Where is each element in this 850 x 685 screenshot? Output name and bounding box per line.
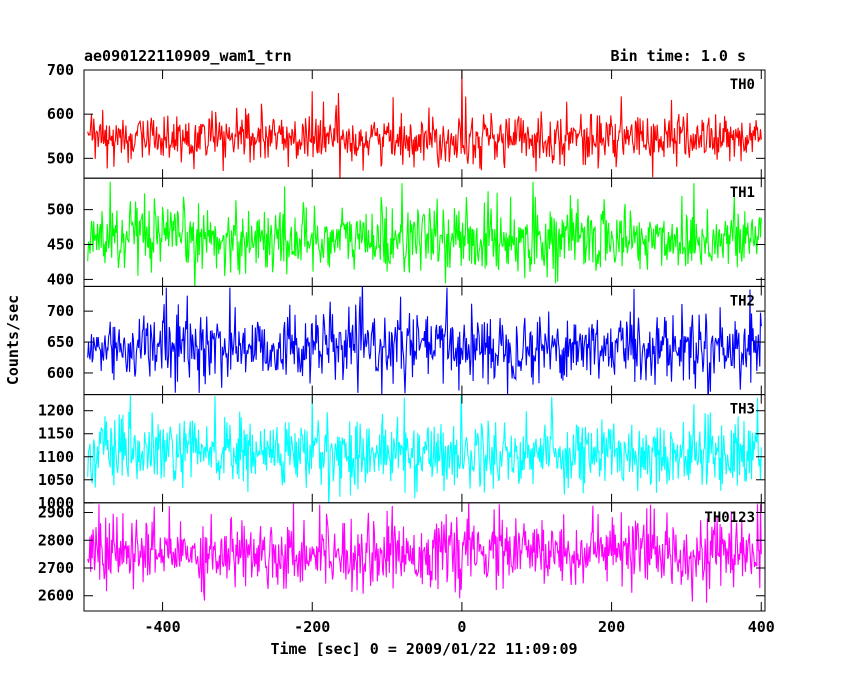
y-tick-label: 1050 xyxy=(38,471,74,489)
x-tick-label: 400 xyxy=(748,618,775,636)
y-tick-label: 450 xyxy=(47,236,74,254)
panel-frame xyxy=(83,502,766,612)
x-tick-label: 0 xyxy=(457,618,466,636)
series-line-th3 xyxy=(87,394,762,503)
bin-time-label: Bin time: 1.0 s xyxy=(611,47,746,65)
panel-label-th0: TH0 xyxy=(730,77,755,93)
y-tick-label: 700 xyxy=(47,61,74,79)
y-tick-label: 500 xyxy=(47,149,74,167)
panel-label-th2: TH2 xyxy=(730,293,755,309)
panels-group: 500 600 700 TH0 400 450 500 TH1 600 650 700 TH2 1000… xyxy=(38,61,766,612)
y-tick-label: 500 xyxy=(47,201,74,219)
x-tick-label: -400 xyxy=(145,618,181,636)
panel-th0123: 2600 2700 2800 2900 TH0123 xyxy=(38,502,766,612)
y-tick-label: 1200 xyxy=(38,402,74,420)
y-tick-label: 400 xyxy=(47,270,74,288)
series-line-th0 xyxy=(87,70,762,179)
x-tick-label: -200 xyxy=(294,618,330,636)
y-tick-label: 1100 xyxy=(38,448,74,466)
y-tick-label: 600 xyxy=(47,105,74,123)
chart-title: ae090122110909_wam1_trn xyxy=(84,47,292,65)
series-line-th1 xyxy=(87,181,762,287)
panel-label-th1: TH1 xyxy=(730,185,755,201)
x-tick-label: 200 xyxy=(598,618,625,636)
panel-label-th3: TH3 xyxy=(730,402,755,418)
y-tick-label: 600 xyxy=(47,364,74,382)
y-tick-label: 2600 xyxy=(38,587,74,605)
y-axis-label: Counts/sec xyxy=(4,295,22,385)
y-tick-label: 2700 xyxy=(38,559,74,577)
panel-th3: 1000 1050 1100 1150 1200 TH3 xyxy=(38,394,766,512)
y-tick-label: 1150 xyxy=(38,425,74,443)
series-line-th2 xyxy=(87,286,762,395)
y-tick-label: 700 xyxy=(47,302,74,320)
panel-th2: 600 650 700 TH2 xyxy=(47,285,766,396)
x-axis: -400 -200 0 200 400 xyxy=(145,618,775,636)
panel-th0: 500 600 700 TH0 xyxy=(47,61,766,179)
panel-label-th0123: TH0123 xyxy=(704,510,755,526)
y-tick-label: 2800 xyxy=(38,531,74,549)
panel-th1: 400 450 500 TH1 xyxy=(47,177,766,288)
series-line-th0123 xyxy=(87,502,762,603)
x-axis-label: Time [sec] 0 = 2009/01/22 11:09:09 xyxy=(270,640,577,658)
y-tick-label: 650 xyxy=(47,333,74,351)
y-tick-label: 1000 xyxy=(38,494,74,512)
y-tick-label: 2900 xyxy=(38,504,74,522)
